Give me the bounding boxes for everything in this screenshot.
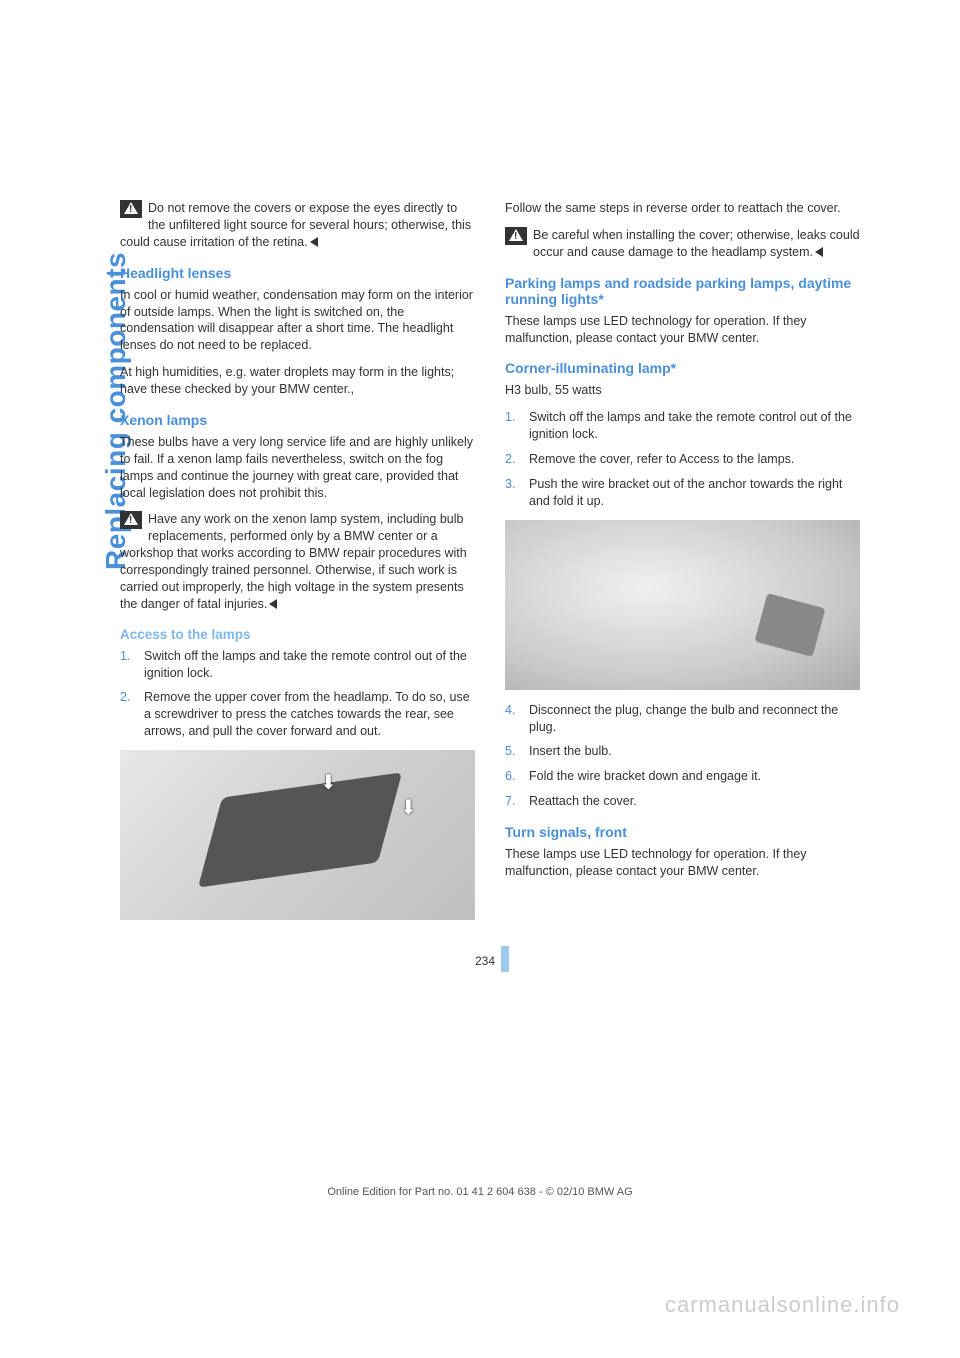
page-number-wrap: 234 <box>475 946 509 972</box>
warning-block-1: Do not remove the covers or expose the e… <box>120 200 475 251</box>
list-number: 3. <box>505 476 515 493</box>
para-headlight-1: In cool or humid weather, condensation m… <box>120 287 475 355</box>
page-number: 234 <box>475 954 501 972</box>
end-mark-icon <box>269 599 277 609</box>
list-item: 2. Remove the cover, refer to Access to t… <box>505 451 860 468</box>
warning-block-3: Be careful when installing the cover; ot… <box>505 227 860 261</box>
list-text: Remove the cover, refer to Access to the… <box>529 452 794 466</box>
list-text: Push the wire bracket out of the anchor … <box>529 477 842 508</box>
heading-parking-lamps: Parking lamps and roadside parking lamps… <box>505 275 860 307</box>
footer-text: Online Edition for Part no. 01 41 2 604 … <box>0 1186 960 1198</box>
heading-headlight-lenses: Headlight lenses <box>120 265 475 281</box>
list-number: 2. <box>505 451 515 468</box>
para-xenon-1: These bulbs have a very long service lif… <box>120 434 475 502</box>
list-number: 6. <box>505 768 515 785</box>
list-item: 2. Remove the upper cover from the headla… <box>120 689 475 740</box>
list-item: 4. Disconnect the plug, change the bulb a… <box>505 702 860 736</box>
corner-steps-list-1: 1. Switch off the lamps and take the remo… <box>505 409 860 509</box>
list-item: 5. Insert the bulb. <box>505 743 860 760</box>
list-text: Fold the wire bracket down and engage it… <box>529 769 761 783</box>
list-item: 1. Switch off the lamps and take the remo… <box>505 409 860 443</box>
heading-corner-lamp: Corner-illuminating lamp* <box>505 360 860 376</box>
heading-access-lamps: Access to the lamps <box>120 627 475 642</box>
list-item: 6. Fold the wire bracket down and engage … <box>505 768 860 785</box>
list-number: 5. <box>505 743 515 760</box>
list-text: Switch off the lamps and take the remote… <box>529 410 852 441</box>
figure-headlamp-cover: ⬇ ⬇ <box>120 750 475 920</box>
left-column: Do not remove the covers or expose the e… <box>120 200 475 932</box>
arrow-icon: ⬇ <box>400 795 417 820</box>
warning-text-1: Do not remove the covers or expose the e… <box>120 201 471 249</box>
list-text: Remove the upper cover from the headlamp… <box>144 690 470 738</box>
figure-corner-lamp <box>505 520 860 690</box>
para-follow-steps: Follow the same steps in reverse order t… <box>505 200 860 217</box>
warning-text-2: Have any work on the xenon lamp system, … <box>120 512 467 610</box>
list-number: 4. <box>505 702 515 719</box>
para-corner-sub: H3 bulb, 55 watts <box>505 382 860 399</box>
warning-icon <box>120 511 142 529</box>
page-number-bar <box>501 946 509 972</box>
warning-icon <box>505 227 527 245</box>
list-item: 1. Switch off the lamps and take the remo… <box>120 648 475 682</box>
para-headlight-2: At high humidities, e.g. water droplets … <box>120 364 475 398</box>
corner-steps-list-2: 4. Disconnect the plug, change the bulb a… <box>505 702 860 810</box>
end-mark-icon <box>815 247 823 257</box>
arrow-icon: ⬇ <box>320 770 337 795</box>
list-number: 1. <box>505 409 515 426</box>
access-steps-list: 1. Switch off the lamps and take the remo… <box>120 648 475 740</box>
list-number: 2. <box>120 689 130 706</box>
list-text: Reattach the cover. <box>529 794 637 808</box>
list-number: 7. <box>505 793 515 810</box>
list-item: 3. Push the wire bracket out of the ancho… <box>505 476 860 510</box>
watermark: carmanualsonline.info <box>665 1292 900 1318</box>
list-text: Switch off the lamps and take the remote… <box>144 649 467 680</box>
para-turn-signals: These lamps use LED technology for opera… <box>505 846 860 880</box>
warning-icon <box>120 200 142 218</box>
para-parking: These lamps use LED technology for opera… <box>505 313 860 347</box>
list-text: Insert the bulb. <box>529 744 612 758</box>
list-number: 1. <box>120 648 130 665</box>
list-text: Disconnect the plug, change the bulb and… <box>529 703 838 734</box>
list-item: 7. Reattach the cover. <box>505 793 860 810</box>
warning-block-2: Have any work on the xenon lamp system, … <box>120 511 475 612</box>
heading-xenon: Xenon lamps <box>120 412 475 428</box>
right-column: Follow the same steps in reverse order t… <box>505 200 860 932</box>
heading-turn-signals: Turn signals, front <box>505 824 860 840</box>
page-content: Do not remove the covers or expose the e… <box>120 200 860 932</box>
warning-text-3: Be careful when installing the cover; ot… <box>533 228 860 259</box>
end-mark-icon <box>310 237 318 247</box>
